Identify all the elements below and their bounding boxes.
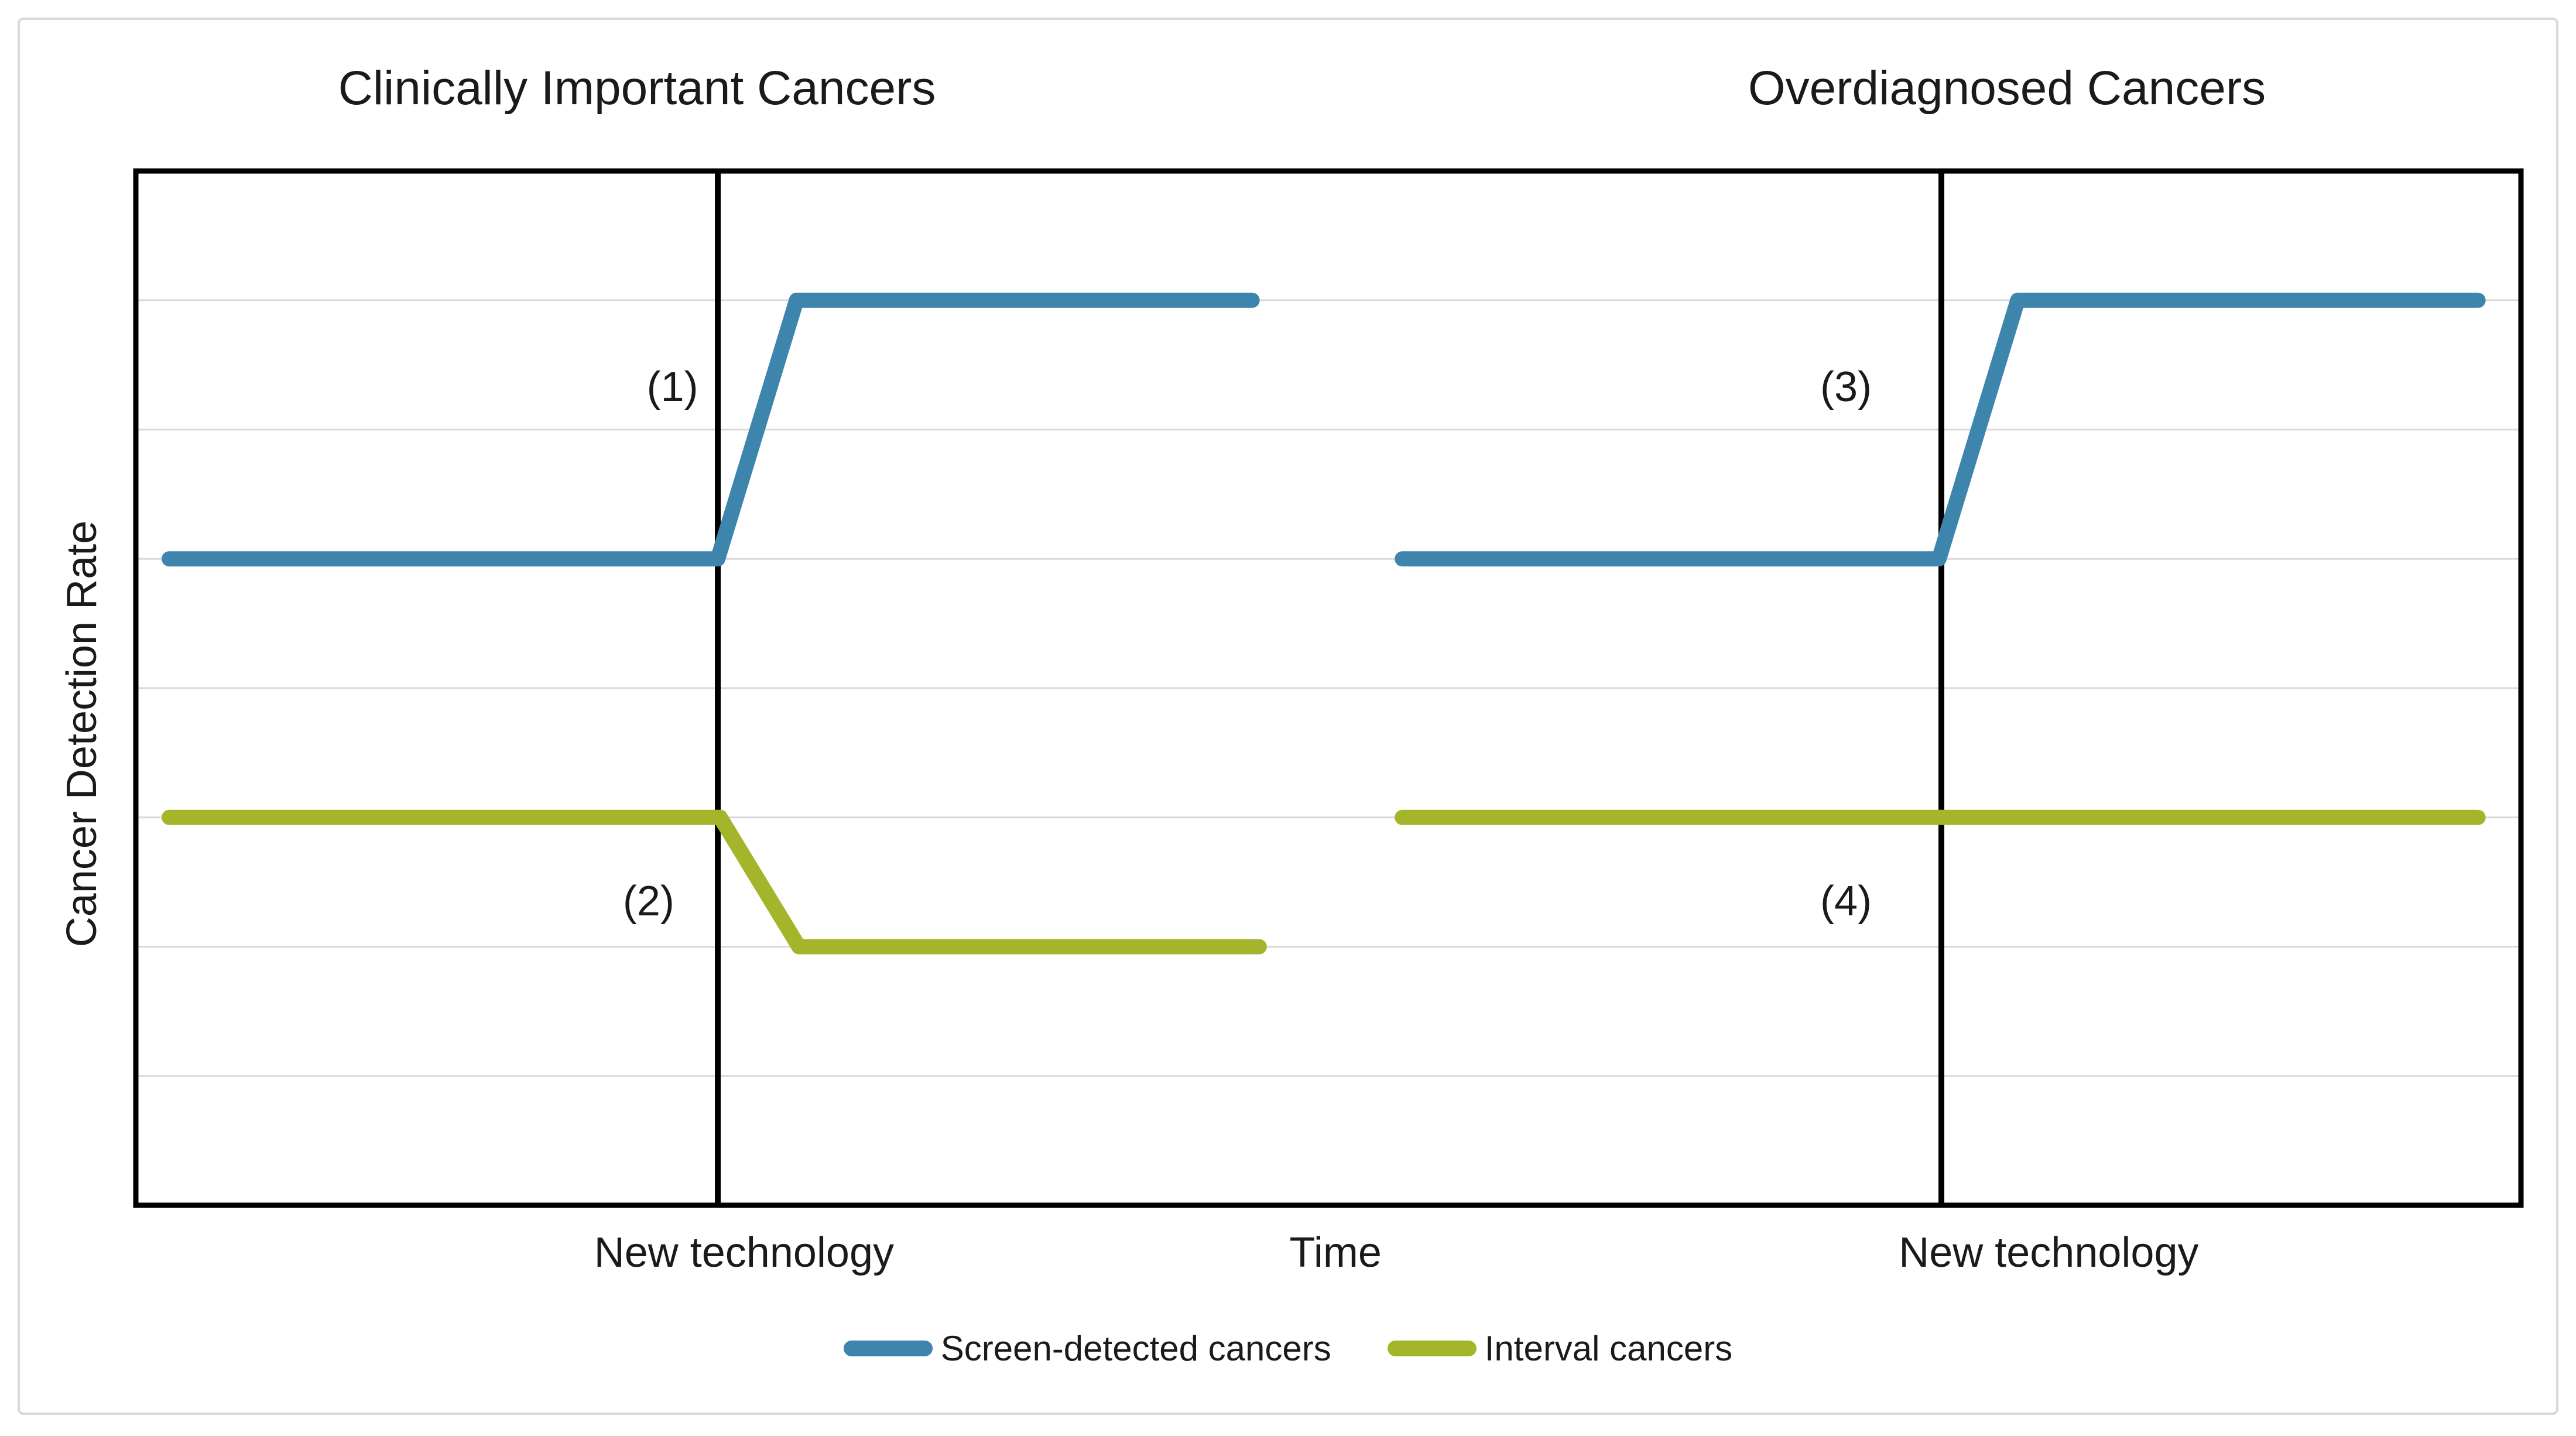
annotation-2: (2): [622, 878, 674, 925]
new-technology-label: New technology: [594, 1229, 895, 1276]
legend-label: Interval cancers: [1484, 1329, 1733, 1368]
figure-outer-border: [18, 18, 2558, 1415]
panel-title-clinically-important: Clinically Important Cancers: [338, 61, 936, 115]
annotation-3: (3): [1820, 363, 1872, 411]
panel-title-overdiagnosed: Overdiagnosed Cancers: [1748, 61, 2266, 115]
y-axis-title: Cancer Detection Rate: [59, 520, 105, 948]
x-axis-title: Time: [1289, 1229, 1382, 1276]
annotation-1: (1): [646, 363, 698, 411]
legend-line-swatch-blue: [843, 1341, 933, 1356]
legend-line-swatch-green: [1387, 1341, 1477, 1356]
series-line-interval-cancers: [162, 809, 1267, 955]
plot-border: [133, 168, 2524, 1208]
annotation-4: (4): [1820, 878, 1872, 925]
legend: Screen-detected cancers Interval cancers: [0, 1328, 2576, 1369]
legend-item-interval: Interval cancers: [1387, 1328, 1733, 1369]
legend-label: Screen-detected cancers: [940, 1329, 1331, 1368]
series-line-screen-detected-cancers: [162, 292, 1260, 567]
series-line-screen-detected-cancers: [1395, 292, 2486, 567]
new-technology-label: New technology: [1899, 1229, 2199, 1276]
legend-item-screen-detected: Screen-detected cancers: [843, 1328, 1331, 1369]
